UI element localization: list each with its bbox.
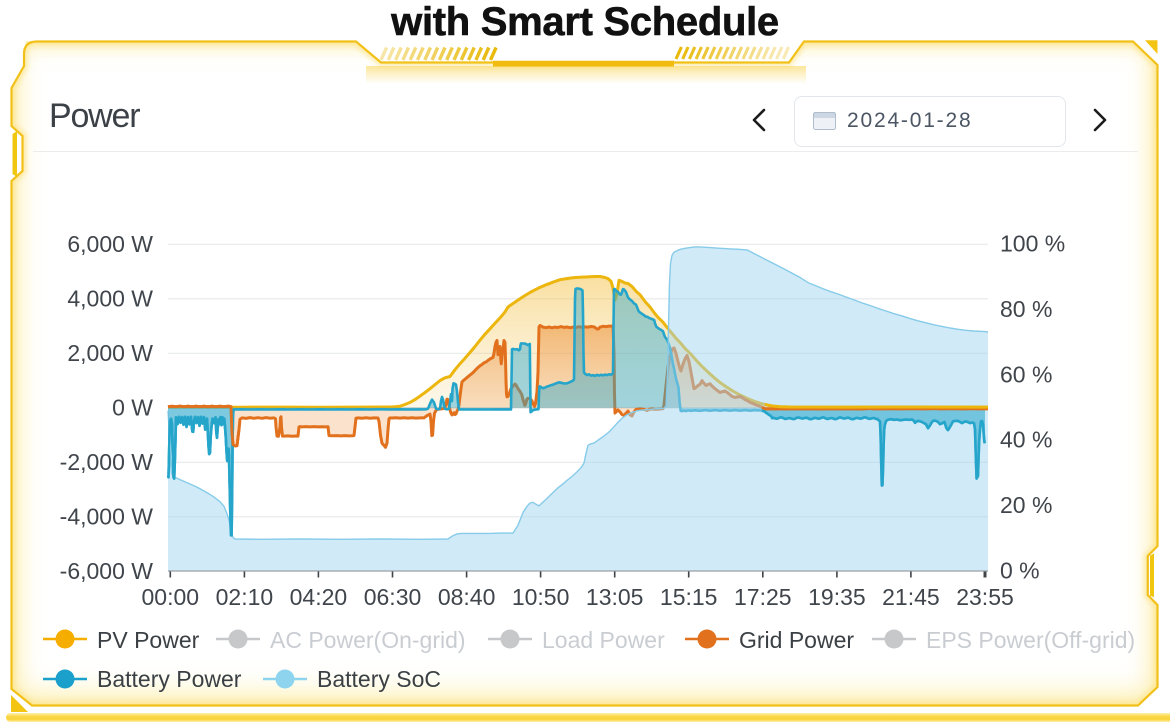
svg-text:40 %: 40 % [1000, 427, 1052, 453]
svg-text:02:10: 02:10 [216, 584, 274, 610]
svg-text:06:30: 06:30 [364, 584, 422, 610]
svg-text:20 %: 20 % [1000, 492, 1052, 518]
svg-text:80 %: 80 % [1000, 296, 1052, 322]
svg-text:6,000 W: 6,000 W [67, 231, 153, 257]
svg-text:-4,000 W: -4,000 W [60, 503, 154, 529]
svg-text:04:20: 04:20 [290, 584, 348, 610]
svg-text:60 %: 60 % [1000, 361, 1052, 387]
svg-text:21:45: 21:45 [882, 584, 940, 610]
svg-text:19:35: 19:35 [808, 584, 866, 610]
svg-text:0 %: 0 % [1000, 558, 1040, 584]
svg-text:2,000 W: 2,000 W [67, 340, 153, 366]
svg-text:15:15: 15:15 [660, 584, 718, 610]
svg-text:4,000 W: 4,000 W [67, 285, 153, 311]
svg-text:00:00: 00:00 [142, 584, 200, 610]
svg-text:13:05: 13:05 [586, 584, 644, 610]
svg-text:08:40: 08:40 [438, 584, 496, 610]
svg-text:17:25: 17:25 [734, 584, 792, 610]
svg-text:-6,000 W: -6,000 W [60, 558, 154, 584]
svg-text:0 W: 0 W [112, 394, 153, 420]
svg-text:23:55: 23:55 [956, 584, 1014, 610]
svg-text:10:50: 10:50 [512, 584, 570, 610]
svg-text:-2,000 W: -2,000 W [60, 449, 154, 475]
svg-text:100 %: 100 % [1000, 231, 1065, 257]
